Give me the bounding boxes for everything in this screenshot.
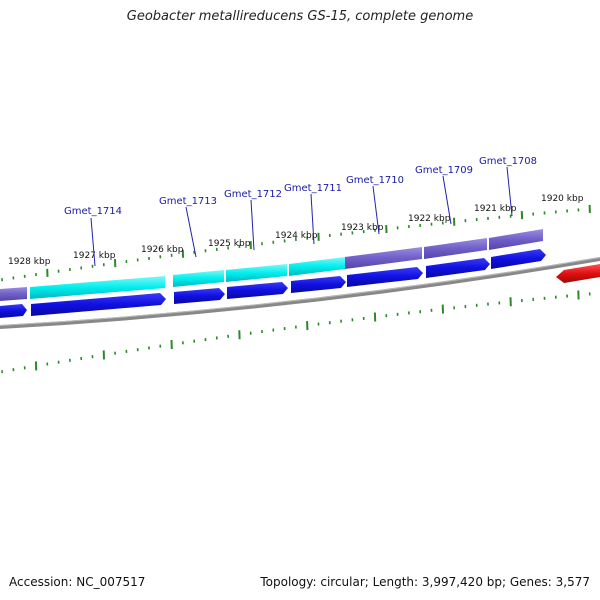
- gene-arrow: [556, 264, 600, 283]
- blast-hit-segment: [345, 247, 422, 269]
- gene-label: Gmet_1714: [64, 206, 122, 217]
- tick-label: 1928 kbp: [8, 257, 51, 267]
- outer-tick-row: [1, 204, 591, 282]
- leader-line: [506, 166, 513, 217]
- gene-label: Gmet_1709: [415, 165, 473, 176]
- gene-arrow: [227, 282, 288, 299]
- blast-hit-segment: [289, 257, 345, 276]
- leader-line: [442, 175, 452, 225]
- leader-line: [250, 199, 255, 251]
- gene-arrow: [0, 304, 27, 318]
- gene-labels: Gmet_1714 Gmet_1713 Gmet_1712 Gmet_1711 …: [64, 156, 537, 217]
- leader-line: [185, 206, 197, 258]
- reverse-gene-ring: [556, 264, 600, 283]
- blast-hit-segment: [489, 229, 543, 250]
- gene-arrow: [291, 276, 346, 293]
- tick-label: 1922 kbp: [408, 214, 451, 224]
- leader-line: [90, 217, 96, 267]
- genome-backbone: [0, 257, 600, 329]
- accession-text: Accession: NC_007517: [9, 575, 146, 589]
- map-title: Geobacter metallireducens GS-15, complet…: [126, 9, 474, 24]
- gene-label: Gmet_1712: [224, 189, 282, 200]
- tick-label: 1924 kbp: [275, 231, 318, 241]
- gene-arrow: [491, 249, 546, 269]
- leader-line: [372, 185, 380, 235]
- tick-label: 1925 kbp: [208, 239, 251, 249]
- gene-arrow: [174, 288, 225, 304]
- blast-hit-segment: [424, 238, 487, 259]
- gene-label: Gmet_1710: [346, 175, 404, 186]
- gene-label-lines: [90, 166, 513, 267]
- leader-line: [310, 193, 315, 245]
- blast-hit-segment: [226, 264, 287, 282]
- gene-label: Gmet_1713: [159, 196, 217, 207]
- topology-text: Topology: circular; Length: 3,997,420 bp…: [260, 575, 590, 589]
- blast-hit-ring: [0, 229, 543, 301]
- tick-label: 1921 kbp: [474, 204, 517, 214]
- gene-arrow: [31, 293, 166, 316]
- inner-tick-row: [1, 290, 591, 374]
- blast-hit-segment: [30, 276, 165, 299]
- gene-arrow: [426, 258, 490, 278]
- tick-label: 1923 kbp: [341, 223, 384, 233]
- tick-label: 1920 kbp: [541, 194, 584, 204]
- gene-arrow: [347, 267, 423, 287]
- gene-label: Gmet_1711: [284, 183, 342, 194]
- blast-hit-segment: [173, 270, 224, 287]
- blast-hit-segment: [0, 287, 27, 301]
- forward-gene-ring: [0, 249, 546, 318]
- tick-label: 1926 kbp: [141, 245, 184, 255]
- gene-label: Gmet_1708: [479, 156, 537, 167]
